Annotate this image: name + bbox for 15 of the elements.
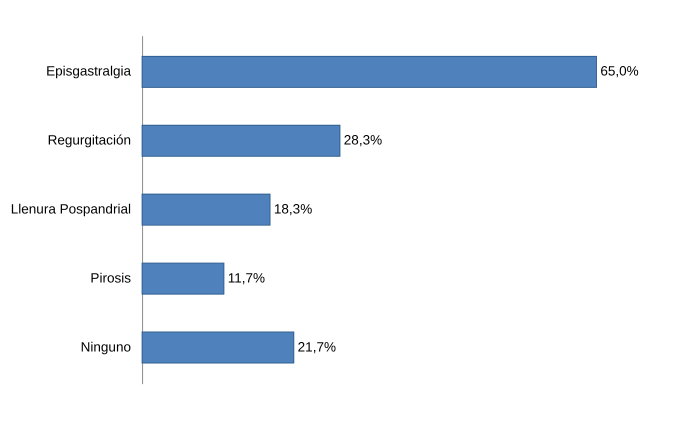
- y-tick-label: Ninguno: [80, 339, 131, 354]
- y-tick-label: Llenura Pospandrial: [10, 202, 131, 217]
- bar: [142, 124, 340, 157]
- y-tick-label: Episgastralgia: [46, 64, 132, 79]
- bar: [142, 56, 597, 88]
- bar: [142, 262, 224, 295]
- data-label: 21,7%: [298, 339, 336, 354]
- y-tick-label: Regurgitación: [48, 132, 131, 148]
- data-label: 28,3%: [344, 132, 382, 148]
- bar: [142, 194, 271, 226]
- data-label: 65,0%: [600, 64, 639, 79]
- data-label: 11,7%: [228, 270, 266, 286]
- y-tick-label: Pirosis: [90, 270, 132, 286]
- data-label: 18,3%: [274, 202, 312, 217]
- bar: [142, 332, 294, 364]
